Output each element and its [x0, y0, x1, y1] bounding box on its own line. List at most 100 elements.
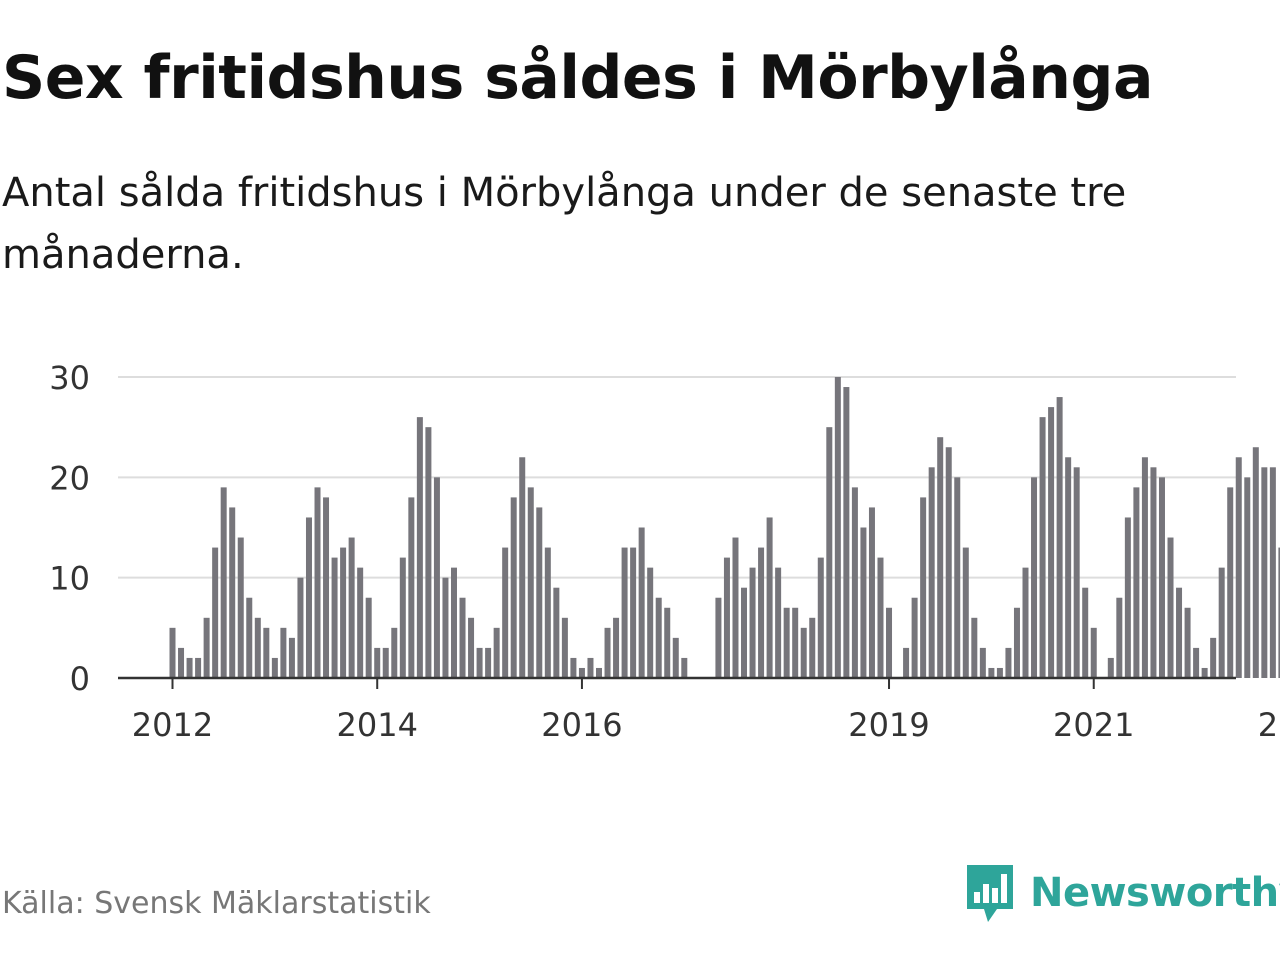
bar: [1193, 647, 1200, 678]
bar: [399, 557, 406, 678]
bar: [672, 637, 679, 678]
bar: [1278, 547, 1280, 678]
bar: [220, 487, 227, 678]
bar: [1090, 627, 1097, 678]
bar: [305, 517, 312, 678]
bar: [886, 607, 893, 678]
bar: [237, 537, 244, 678]
bar: [1013, 607, 1020, 678]
bar: [365, 597, 372, 678]
bar: [792, 607, 799, 678]
bar: [1269, 467, 1276, 678]
bar: [493, 627, 500, 678]
bar: [920, 497, 927, 678]
bar: [331, 557, 338, 678]
bar: [664, 607, 671, 678]
bar: [996, 667, 1003, 678]
bar: [459, 597, 466, 678]
bar: [1201, 667, 1208, 678]
bar: [800, 627, 807, 678]
bar: [229, 507, 236, 678]
chart-title: Sex fritidshus såldes i Mörbylånga: [2, 43, 1153, 113]
bar: [1184, 607, 1191, 678]
bar: [834, 377, 841, 678]
bar: [544, 547, 551, 678]
bar: [775, 567, 782, 678]
bar: [186, 657, 193, 678]
bar: [715, 597, 722, 678]
bar: [178, 647, 185, 678]
grid-lines: 0 10 20 30: [49, 359, 1236, 698]
bar: [613, 617, 620, 678]
bar: [903, 647, 910, 678]
bar: [954, 477, 961, 678]
x-tick-label-2012: 2012: [132, 706, 213, 744]
bar: [314, 487, 321, 678]
bar: [561, 617, 568, 678]
bar: [1158, 477, 1165, 678]
bar: [468, 617, 475, 678]
bar: [382, 647, 389, 678]
bar: [621, 547, 628, 678]
bar: [1176, 587, 1183, 678]
bar: [1244, 477, 1251, 678]
bar: [868, 507, 875, 678]
bar: [1252, 447, 1259, 678]
newsworthy-logo[interactable]: Newsworthy: [964, 862, 1280, 924]
bar: [323, 497, 330, 678]
bar: [817, 557, 824, 678]
bar: [450, 567, 457, 678]
bar: [766, 517, 773, 678]
bar: [510, 497, 517, 678]
bar: [254, 617, 261, 678]
bar: [647, 567, 654, 678]
bar: [945, 447, 952, 678]
x-axis: 2012 2014 2016 2019 2021 2023: [118, 676, 1280, 744]
bar: [681, 657, 688, 678]
bar: [1056, 397, 1063, 678]
bar: [374, 647, 381, 678]
bar: [578, 667, 585, 678]
bar: [271, 657, 278, 678]
bar: [1073, 467, 1080, 678]
bar: [843, 387, 850, 678]
bar: [212, 547, 219, 678]
bar: [297, 577, 304, 678]
bar: [485, 647, 492, 678]
bar: [1227, 487, 1234, 678]
bar: [587, 657, 594, 678]
bar: [263, 627, 270, 678]
bar: [203, 617, 210, 678]
bar: [476, 647, 483, 678]
bar: [630, 547, 637, 678]
bar: [1082, 587, 1089, 678]
bar: [1124, 517, 1131, 678]
bar: [288, 637, 295, 678]
bar: [783, 607, 790, 678]
bar: [1065, 457, 1072, 678]
bar: [1039, 417, 1046, 678]
bar: [433, 477, 440, 678]
bar: [425, 427, 432, 678]
bar: [655, 597, 662, 678]
bar: [809, 617, 816, 678]
bar: [195, 657, 202, 678]
bar: [1167, 537, 1174, 678]
y-tick-label-10: 10: [49, 560, 90, 598]
bar: [758, 547, 765, 678]
bar: [519, 457, 526, 678]
bar: [749, 567, 756, 678]
bar: [1116, 597, 1123, 678]
bar: [348, 537, 355, 678]
bar: [1022, 567, 1029, 678]
x-tick-label-2014: 2014: [337, 706, 418, 744]
bar: [442, 577, 449, 678]
bars: [169, 377, 1280, 678]
bar: [604, 627, 611, 678]
y-tick-label-0: 0: [70, 660, 90, 698]
source-note: Källa: Svensk Mäklarstatistik: [2, 886, 431, 921]
bar: [1141, 457, 1148, 678]
bar: [502, 547, 509, 678]
bar: [280, 627, 287, 678]
